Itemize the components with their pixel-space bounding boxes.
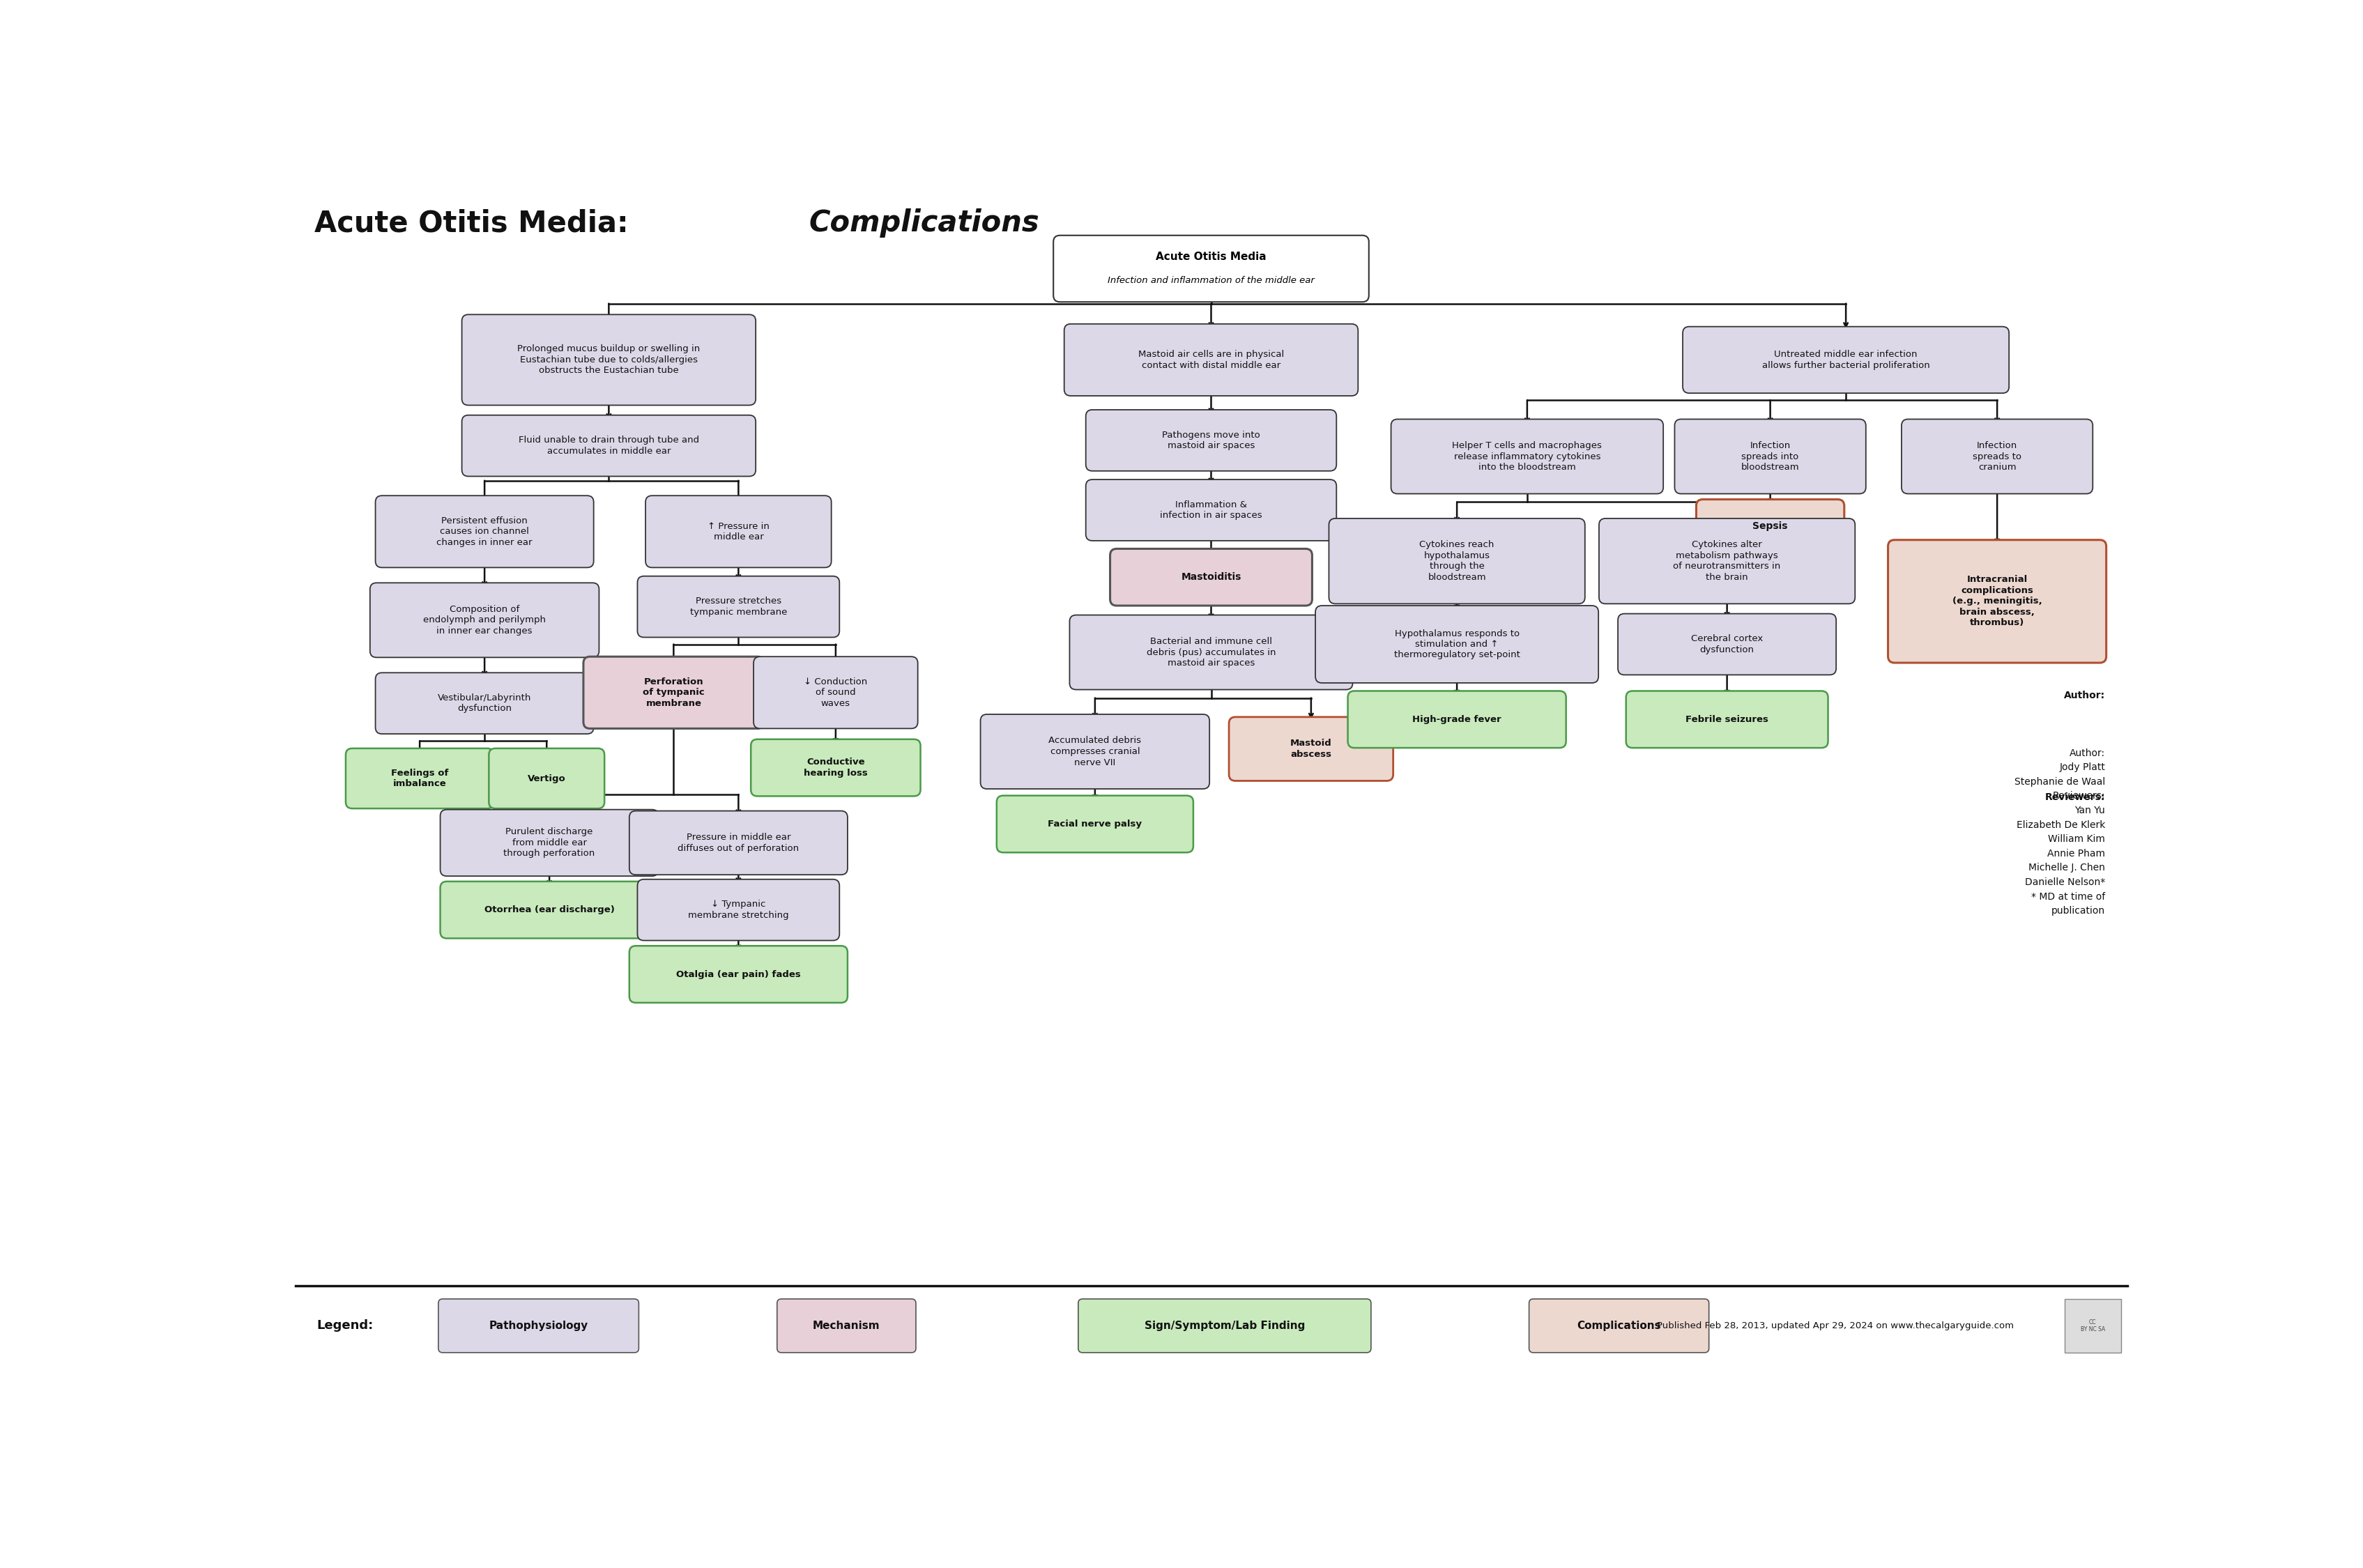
Text: Mastoid
abscess: Mastoid abscess bbox=[1290, 739, 1330, 759]
Text: Pressure stretches
tympanic membrane: Pressure stretches tympanic membrane bbox=[690, 597, 787, 616]
FancyBboxPatch shape bbox=[1070, 615, 1352, 690]
FancyBboxPatch shape bbox=[1529, 1298, 1708, 1353]
Text: Feelings of
imbalance: Feelings of imbalance bbox=[390, 768, 449, 789]
FancyBboxPatch shape bbox=[638, 575, 839, 637]
Text: Prolonged mucus buildup or swelling in
Eustachian tube due to colds/allergies
ob: Prolonged mucus buildup or swelling in E… bbox=[517, 345, 699, 375]
Text: Infection
spreads into
bloodstream: Infection spreads into bloodstream bbox=[1742, 441, 1798, 472]
Text: Published Feb 28, 2013, updated Apr 29, 2024 on www.thecalgaryguide.com: Published Feb 28, 2013, updated Apr 29, … bbox=[1656, 1322, 2013, 1330]
FancyBboxPatch shape bbox=[345, 748, 494, 809]
Text: Author:: Author: bbox=[2063, 690, 2105, 701]
FancyBboxPatch shape bbox=[1616, 613, 1836, 674]
FancyBboxPatch shape bbox=[1111, 549, 1311, 605]
Text: Acute Otitis Media: Acute Otitis Media bbox=[1156, 251, 1267, 262]
Text: Inflammation &
infection in air spaces: Inflammation & infection in air spaces bbox=[1160, 500, 1262, 521]
Text: Vestibular/Labyrinth
dysfunction: Vestibular/Labyrinth dysfunction bbox=[437, 693, 532, 713]
Text: Hypothalamus responds to
stimulation and ↑
thermoregulatory set-point: Hypothalamus responds to stimulation and… bbox=[1394, 629, 1519, 660]
Text: Helper T cells and macrophages
release inflammatory cytokines
into the bloodstre: Helper T cells and macrophages release i… bbox=[1451, 441, 1602, 472]
Text: Vertigo: Vertigo bbox=[527, 775, 565, 782]
Text: Mastoid air cells are in physical
contact with distal middle ear: Mastoid air cells are in physical contac… bbox=[1139, 350, 1283, 370]
Text: CC
BY NC SA: CC BY NC SA bbox=[2079, 1319, 2105, 1333]
FancyBboxPatch shape bbox=[1626, 691, 1827, 748]
FancyBboxPatch shape bbox=[376, 495, 593, 568]
FancyBboxPatch shape bbox=[638, 880, 839, 941]
FancyBboxPatch shape bbox=[584, 657, 763, 729]
Text: High-grade fever: High-grade fever bbox=[1413, 715, 1501, 724]
FancyBboxPatch shape bbox=[376, 673, 593, 734]
Text: Author:
Jody Platt
Stephanie de Waal
Reviewers:
Yan Yu
Elizabeth De Klerk
Willia: Author: Jody Platt Stephanie de Waal Rev… bbox=[2013, 748, 2105, 916]
Text: Persistent effusion
causes ion channel
changes in inner ear: Persistent effusion causes ion channel c… bbox=[437, 516, 532, 547]
Text: Mastoiditis: Mastoiditis bbox=[1182, 572, 1241, 582]
Text: Otalgia (ear pain) fades: Otalgia (ear pain) fades bbox=[676, 969, 801, 978]
Text: Pathogens move into
mastoid air spaces: Pathogens move into mastoid air spaces bbox=[1163, 431, 1259, 450]
FancyBboxPatch shape bbox=[2063, 1298, 2120, 1353]
Text: Untreated middle ear infection
allows further bacterial proliferation: Untreated middle ear infection allows fu… bbox=[1760, 350, 1928, 370]
FancyBboxPatch shape bbox=[1682, 326, 2009, 394]
FancyBboxPatch shape bbox=[1063, 325, 1359, 395]
Text: Pathophysiology: Pathophysiology bbox=[489, 1320, 588, 1331]
FancyBboxPatch shape bbox=[1697, 499, 1843, 554]
FancyBboxPatch shape bbox=[1054, 235, 1368, 303]
Text: Accumulated debris
compresses cranial
nerve VII: Accumulated debris compresses cranial ne… bbox=[1049, 737, 1141, 767]
FancyBboxPatch shape bbox=[1389, 419, 1664, 494]
FancyBboxPatch shape bbox=[981, 715, 1210, 789]
Text: Conductive
hearing loss: Conductive hearing loss bbox=[803, 757, 867, 778]
FancyBboxPatch shape bbox=[777, 1298, 914, 1353]
Text: ↑ Pressure in
middle ear: ↑ Pressure in middle ear bbox=[707, 522, 770, 541]
FancyBboxPatch shape bbox=[629, 946, 848, 1002]
FancyBboxPatch shape bbox=[461, 416, 756, 477]
Text: Infection and inflammation of the middle ear: Infection and inflammation of the middle… bbox=[1108, 276, 1314, 285]
Text: Cerebral cortex
dysfunction: Cerebral cortex dysfunction bbox=[1690, 635, 1763, 654]
FancyBboxPatch shape bbox=[437, 1298, 638, 1353]
Text: Otorrhea (ear discharge): Otorrhea (ear discharge) bbox=[484, 905, 614, 914]
FancyBboxPatch shape bbox=[1314, 605, 1597, 684]
FancyBboxPatch shape bbox=[371, 583, 598, 657]
Text: Acute Otitis Media:: Acute Otitis Media: bbox=[314, 209, 638, 238]
FancyBboxPatch shape bbox=[1078, 1298, 1371, 1353]
Text: Legend:: Legend: bbox=[317, 1320, 373, 1333]
FancyBboxPatch shape bbox=[751, 739, 919, 797]
Text: Sepsis: Sepsis bbox=[1751, 521, 1786, 532]
FancyBboxPatch shape bbox=[1673, 419, 1864, 494]
FancyBboxPatch shape bbox=[489, 748, 605, 809]
FancyBboxPatch shape bbox=[1229, 717, 1392, 781]
Text: Facial nerve palsy: Facial nerve palsy bbox=[1047, 820, 1141, 828]
Text: Complications: Complications bbox=[808, 209, 1040, 238]
FancyBboxPatch shape bbox=[997, 795, 1193, 853]
Text: Febrile seizures: Febrile seizures bbox=[1685, 715, 1768, 724]
Text: ↓ Tympanic
membrane stretching: ↓ Tympanic membrane stretching bbox=[688, 900, 789, 920]
Text: Sign/Symptom/Lab Finding: Sign/Symptom/Lab Finding bbox=[1144, 1320, 1304, 1331]
FancyBboxPatch shape bbox=[461, 315, 756, 405]
Text: Pressure in middle ear
diffuses out of perforation: Pressure in middle ear diffuses out of p… bbox=[678, 833, 799, 853]
Text: Perforation
of tympanic
membrane: Perforation of tympanic membrane bbox=[643, 677, 704, 707]
Text: Fluid unable to drain through tube and
accumulates in middle ear: Fluid unable to drain through tube and a… bbox=[517, 436, 699, 456]
FancyBboxPatch shape bbox=[645, 495, 832, 568]
Text: Composition of
endolymph and perilymph
in inner ear changes: Composition of endolymph and perilymph i… bbox=[423, 605, 546, 635]
FancyBboxPatch shape bbox=[754, 657, 917, 729]
FancyBboxPatch shape bbox=[440, 881, 659, 938]
Text: Infection
spreads to
cranium: Infection spreads to cranium bbox=[1973, 441, 2020, 472]
FancyBboxPatch shape bbox=[1085, 480, 1335, 541]
FancyBboxPatch shape bbox=[1597, 519, 1855, 604]
Text: Reviewers:: Reviewers: bbox=[2044, 792, 2105, 803]
FancyBboxPatch shape bbox=[1328, 519, 1586, 604]
Text: Mechanism: Mechanism bbox=[813, 1320, 879, 1331]
FancyBboxPatch shape bbox=[440, 809, 659, 877]
Text: Intracranial
complications
(e.g., meningitis,
brain abscess,
thrombus): Intracranial complications (e.g., mening… bbox=[1952, 575, 2042, 627]
Text: Complications: Complications bbox=[1576, 1320, 1661, 1331]
Text: Bacterial and immune cell
debris (pus) accumulates in
mastoid air spaces: Bacterial and immune cell debris (pus) a… bbox=[1146, 637, 1276, 668]
FancyBboxPatch shape bbox=[1085, 409, 1335, 470]
FancyBboxPatch shape bbox=[1347, 691, 1567, 748]
FancyBboxPatch shape bbox=[629, 811, 848, 875]
Text: Cytokines reach
hypothalamus
through the
bloodstream: Cytokines reach hypothalamus through the… bbox=[1420, 541, 1493, 582]
Text: Purulent discharge
from middle ear
through perforation: Purulent discharge from middle ear throu… bbox=[503, 828, 595, 858]
Text: ↓ Conduction
of sound
waves: ↓ Conduction of sound waves bbox=[803, 677, 867, 707]
FancyBboxPatch shape bbox=[1900, 419, 2091, 494]
FancyBboxPatch shape bbox=[1888, 539, 2105, 663]
Text: Cytokines alter
metabolism pathways
of neurotransmitters in
the brain: Cytokines alter metabolism pathways of n… bbox=[1673, 541, 1779, 582]
